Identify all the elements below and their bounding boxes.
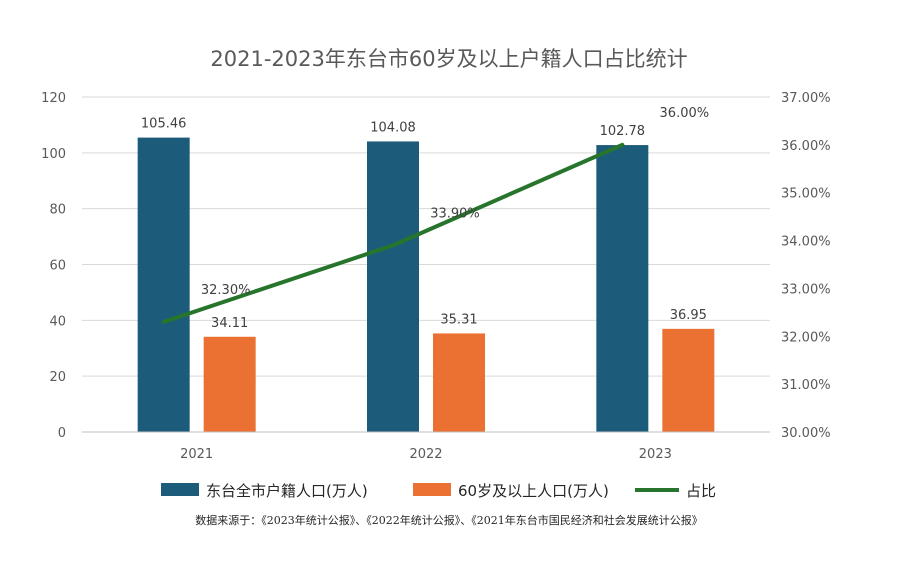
right-tick-label: 32.00% — [781, 330, 831, 345]
bar-data-label: 35.31 — [440, 312, 477, 327]
bar — [203, 336, 256, 432]
legend: 东台全市户籍人口(万人) 60岁及以上人口(万人) 占比 — [161, 482, 716, 500]
line-data-label: 33.90% — [430, 206, 480, 221]
right-tick-label: 31.00% — [781, 378, 831, 393]
left-tick-label: 0 — [58, 426, 66, 441]
left-tick-label: 40 — [49, 314, 66, 329]
left-tick-label: 20 — [49, 370, 66, 385]
chart-title: 2021-2023年东台市60岁及以上户籍人口占比统计 — [210, 47, 687, 71]
right-axis: 30.00% 31.00% 32.00% 33.00% 34.00% 35.00% 36.0… — [781, 91, 831, 441]
line-series — [161, 142, 625, 324]
bar-data-label: 36.95 — [670, 308, 707, 323]
right-tick-label: 34.00% — [781, 235, 831, 250]
legend-label: 东台全市户籍人口(万人) — [206, 482, 368, 500]
bar-data-label: 102.78 — [600, 124, 646, 139]
legend-label: 占比 — [686, 482, 716, 500]
x-tick-label: 2023 — [639, 447, 672, 462]
line-data-label: 32.30% — [201, 283, 251, 298]
bar — [662, 328, 715, 432]
right-tick-label: 36.00% — [781, 139, 831, 154]
grid — [82, 96, 770, 433]
data-labels: 105.46 34.11 104.08 35.31 102.78 36.95 32.30% 3… — [141, 106, 709, 331]
right-tick-label: 30.00% — [781, 426, 831, 441]
left-tick-label: 80 — [49, 203, 66, 218]
right-tick-label: 37.00% — [781, 91, 831, 106]
right-tick-label: 33.00% — [781, 282, 831, 297]
bar-data-label: 34.11 — [211, 316, 248, 331]
left-tick-label: 60 — [49, 259, 66, 274]
x-tick-label: 2021 — [180, 447, 213, 462]
left-tick-label: 120 — [41, 91, 66, 106]
x-axis: 2021 2022 2023 — [82, 431, 770, 462]
line-path — [161, 142, 625, 324]
bar — [137, 137, 190, 433]
bar — [596, 145, 649, 432]
legend-swatch — [161, 483, 199, 496]
left-tick-label: 100 — [41, 147, 66, 162]
legend-label: 60岁及以上人口(万人) — [458, 482, 609, 500]
right-tick-label: 35.00% — [781, 187, 831, 202]
line-data-label: 36.00% — [660, 106, 710, 121]
bar-data-label: 104.08 — [370, 120, 416, 135]
left-axis: 0 20 40 60 80 100 120 — [41, 91, 66, 441]
legend-swatch — [413, 483, 451, 496]
bar-data-label: 105.46 — [141, 117, 187, 132]
bars — [137, 137, 715, 433]
source-note: 数据来源于：《2023年统计公报》、《2022年统计公报》、《2021年东台市国… — [195, 513, 702, 527]
bar — [367, 141, 419, 432]
x-tick-label: 2022 — [409, 447, 442, 462]
bar — [433, 333, 485, 432]
